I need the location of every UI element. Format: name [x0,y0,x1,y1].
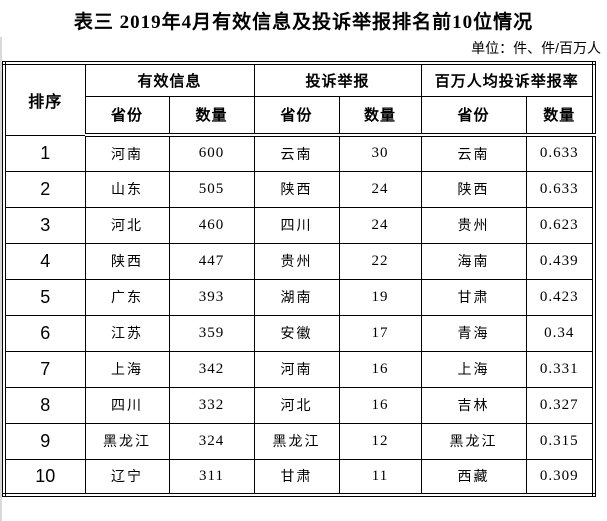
complaint-count-cell: 30 [338,134,422,172]
header-group-row: 排序 有效信息 投诉举报 百万人均投诉举报率 [3,62,595,136]
complaint-count-cell: 24 [338,170,422,208]
rank-cell: 9 [3,422,86,460]
valid-info-count-cell: 332 [168,386,255,424]
complaint-count-cell: 22 [338,242,422,280]
table-row: 9 黑龙江 324 黑龙江 12 黑龙江 0.315 [3,422,595,460]
header-valid-info-count: 数量 [168,95,255,137]
valid-info-province-cell: 广东 [84,278,170,316]
per-million-province-cell: 贵州 [420,206,527,244]
complaint-province-cell: 贵州 [253,242,340,280]
table-body: 1 河南 600 云南 30 云南 0.633 2 山东 505 陕西 24 陕西 0.633 3 河北 460… [3,134,595,496]
per-million-province-cell: 甘肃 [420,278,527,316]
per-million-rate-cell: 0.331 [525,350,595,388]
table-row: 10 辽宁 311 甘肃 11 西藏 0.309 [3,458,595,496]
header-complaint-province: 省份 [253,95,340,137]
valid-info-province-cell: 陕西 [84,242,170,280]
header-sub-row: 省份 数量 省份 数量 省份 数量 [4,95,595,137]
header-group-complaints: 投诉举报 [253,62,422,97]
rank-cell: 1 [3,134,86,172]
complaint-province-cell: 黑龙江 [253,422,340,460]
complaint-count-cell: 16 [338,350,422,388]
per-million-rate-cell: 0.439 [525,242,595,280]
rank-cell: 8 [3,386,86,424]
table-row: 7 上海 342 河南 16 上海 0.331 [3,350,595,388]
valid-info-count-cell: 447 [168,242,255,280]
valid-info-province-cell: 河南 [84,134,170,172]
complaint-province-cell: 陕西 [253,170,340,208]
complaint-count-cell: 17 [338,314,422,352]
rank-cell: 2 [3,170,86,208]
document-page: 表三 2019年4月有效信息及投诉举报排名前10位情况 单位：件、件/百万人 排… [0,12,601,521]
valid-info-province-cell: 四川 [84,386,170,424]
valid-info-province-cell: 辽宁 [84,458,170,496]
per-million-province-cell: 黑龙江 [420,422,527,460]
per-million-province-cell: 上海 [420,350,527,388]
header-group-per-million-rate: 百万人均投诉举报率 [420,62,595,97]
per-million-province-cell: 云南 [420,134,527,172]
per-million-rate-cell: 0.623 [525,206,595,244]
table-row: 6 江苏 359 安徽 17 青海 0.34 [3,314,595,352]
complaint-province-cell: 云南 [253,134,340,172]
unit-label: 单位：件、件/百万人 [471,40,601,56]
header-per-million-count: 数量 [525,95,595,137]
valid-info-province-cell: 河北 [84,206,170,244]
rank-cell: 7 [3,350,86,388]
per-million-rate-cell: 0.315 [525,422,595,460]
valid-info-province-cell: 黑龙江 [84,422,170,460]
per-million-rate-cell: 0.327 [525,386,595,424]
header-rank: 排序 [3,62,86,136]
complaint-count-cell: 24 [338,206,422,244]
table-header: 排序 有效信息 投诉举报 百万人均投诉举报率 省份 数量 省份 数量 省份 数量 [3,62,595,137]
valid-info-province-cell: 山东 [84,170,170,208]
header-valid-info-province: 省份 [84,95,170,137]
header-per-million-province: 省份 [420,95,527,137]
complaint-province-cell: 安徽 [253,314,340,352]
valid-info-count-cell: 311 [168,458,255,496]
complaint-province-cell: 河南 [253,350,340,388]
rank-cell: 5 [3,278,86,316]
table-row: 3 河北 460 四川 24 贵州 0.623 [3,206,595,244]
per-million-province-cell: 海南 [420,242,527,280]
table-row: 2 山东 505 陕西 24 陕西 0.633 [3,170,595,208]
per-million-province-cell: 吉林 [420,386,527,424]
per-million-rate-cell: 0.309 [525,458,595,496]
table-row: 5 广东 393 湖南 19 甘肃 0.423 [3,278,595,316]
per-million-province-cell: 西藏 [420,458,527,496]
valid-info-count-cell: 393 [168,278,255,316]
complaint-count-cell: 12 [338,422,422,460]
complaint-count-cell: 16 [338,386,422,424]
ranking-table: 排序 有效信息 投诉举报 百万人均投诉举报率 省份 数量 省份 数量 省份 数量… [2,61,596,497]
table-row: 8 四川 332 河北 16 吉林 0.327 [3,386,595,424]
per-million-rate-cell: 0.423 [525,278,595,316]
complaint-province-cell: 四川 [253,206,340,244]
per-million-rate-cell: 0.633 [525,170,595,208]
header-complaint-count: 数量 [338,95,422,137]
valid-info-count-cell: 359 [168,314,255,352]
page-edge-artifact [0,37,2,521]
per-million-province-cell: 陕西 [420,170,527,208]
valid-info-count-cell: 460 [168,206,255,244]
rank-cell: 3 [3,206,86,244]
table-row: 1 河南 600 云南 30 云南 0.633 [3,134,595,172]
table-row: 4 陕西 447 贵州 22 海南 0.439 [3,242,595,280]
complaint-province-cell: 甘肃 [253,458,340,496]
valid-info-province-cell: 江苏 [84,314,170,352]
complaint-count-cell: 11 [338,458,422,496]
valid-info-count-cell: 324 [168,422,255,460]
table-title: 表三 2019年4月有效信息及投诉举报排名前10位情况 [73,12,534,33]
per-million-rate-cell: 0.633 [525,134,595,172]
rank-cell: 10 [3,458,86,496]
rank-cell: 4 [3,242,86,280]
complaint-count-cell: 19 [338,278,422,316]
valid-info-count-cell: 505 [168,170,255,208]
rank-cell: 6 [3,314,86,352]
complaint-province-cell: 河北 [253,386,340,424]
header-group-valid-info: 有效信息 [84,62,255,97]
valid-info-count-cell: 342 [168,350,255,388]
per-million-rate-cell: 0.34 [525,314,595,352]
complaint-province-cell: 湖南 [253,278,340,316]
per-million-province-cell: 青海 [420,314,527,352]
valid-info-count-cell: 600 [168,134,255,172]
valid-info-province-cell: 上海 [84,350,170,388]
